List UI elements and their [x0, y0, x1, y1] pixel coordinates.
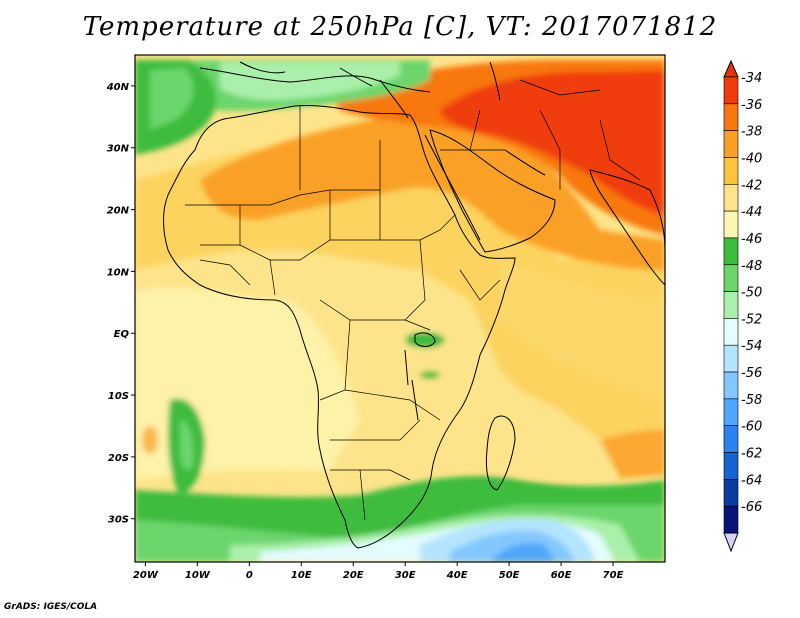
colorbar-label: -50 — [741, 286, 762, 301]
lon-tick-label: 70E — [603, 570, 624, 581]
colorbar-swatch — [723, 210, 739, 239]
lat-tick-label: 30S — [108, 515, 129, 526]
coastlines — [163, 61, 665, 549]
colorbar-swatch — [723, 157, 739, 185]
grads-credit: GrADS: IGES/COLA — [4, 602, 98, 612]
colorbar-label: -42 — [741, 178, 762, 193]
plot-frame — [134, 54, 666, 563]
colorbar-label: -54 — [741, 339, 762, 354]
lon-tick-label: 40E — [446, 570, 468, 581]
colorbar-swatch — [723, 130, 739, 158]
lon-tick-label: 50E — [499, 570, 520, 581]
map-title: Temperature at 250hPa [C], VT: 201707181… — [82, 12, 718, 42]
colorbar-label: -60 — [741, 420, 762, 435]
temperature-field — [135, 55, 665, 562]
latitude-axis: 40N 30N 20N 10N EQ 10S 20S 30S — [106, 82, 135, 526]
colorbar-swatch — [723, 371, 739, 400]
colorbar-swatch — [723, 344, 739, 373]
colorbar-swatch — [723, 183, 739, 212]
colorbar-label: -62 — [741, 447, 762, 462]
colorbar: -34 -36 -38 -40 -42 -44 -46 -48 -50 -52 -54 -56 -58 -… — [723, 59, 762, 553]
colorbar-label: -66 — [741, 500, 762, 515]
colorbar-label: -58 — [741, 393, 762, 408]
lat-tick-label: 20S — [108, 453, 129, 464]
colorbar-swatch — [723, 452, 739, 480]
country-borders — [185, 79, 641, 521]
colorbar-swatch — [723, 425, 739, 453]
colorbar-label: -52 — [741, 312, 762, 327]
colorbar-label: -36 — [741, 98, 762, 113]
colorbar-label: -46 — [741, 232, 762, 247]
colorbar-swatch — [723, 398, 739, 427]
colorbar-label: -34 — [741, 71, 762, 86]
lon-tick-label: 0 — [246, 570, 253, 581]
colorbar-swatch — [723, 237, 739, 266]
colorbar-swatch — [723, 505, 739, 534]
lat-tick-label: EQ — [114, 329, 130, 340]
colorbar-swatch — [723, 264, 739, 292]
colorbar-top-arrow — [723, 59, 739, 78]
lon-tick-label: 10W — [185, 570, 211, 581]
colorbar-label: -38 — [741, 125, 762, 140]
lat-tick-label: 40N — [106, 82, 130, 93]
lon-tick-label: 10E — [291, 570, 312, 581]
lon-tick-label: 20W — [133, 570, 159, 581]
colorbar-label: -44 — [741, 205, 762, 220]
lat-tick-label: 10S — [108, 391, 129, 402]
longitude-axis: 20W 10W 0 10E 20E 30E 40E 50E 60E 70E — [133, 562, 624, 581]
colorbar-label: -40 — [741, 151, 762, 166]
lon-tick-label: 30E — [395, 570, 416, 581]
colorbar-swatch — [723, 103, 739, 131]
colorbar-swatch — [723, 479, 739, 507]
lon-tick-label: 20E — [343, 570, 364, 581]
colorbar-label: -64 — [741, 473, 762, 488]
lat-tick-label: 30N — [107, 144, 130, 155]
colorbar-swatch — [723, 76, 739, 105]
lat-tick-label: 20N — [107, 206, 130, 217]
lat-tick-label: 10N — [107, 267, 130, 278]
colorbar-bottom-arrow — [723, 532, 739, 553]
colorbar-label: -56 — [741, 366, 762, 381]
lon-tick-label: 60E — [551, 570, 572, 581]
colorbar-swatch — [723, 291, 739, 319]
colorbar-swatch — [723, 318, 739, 346]
colorbar-label: -48 — [741, 259, 762, 274]
